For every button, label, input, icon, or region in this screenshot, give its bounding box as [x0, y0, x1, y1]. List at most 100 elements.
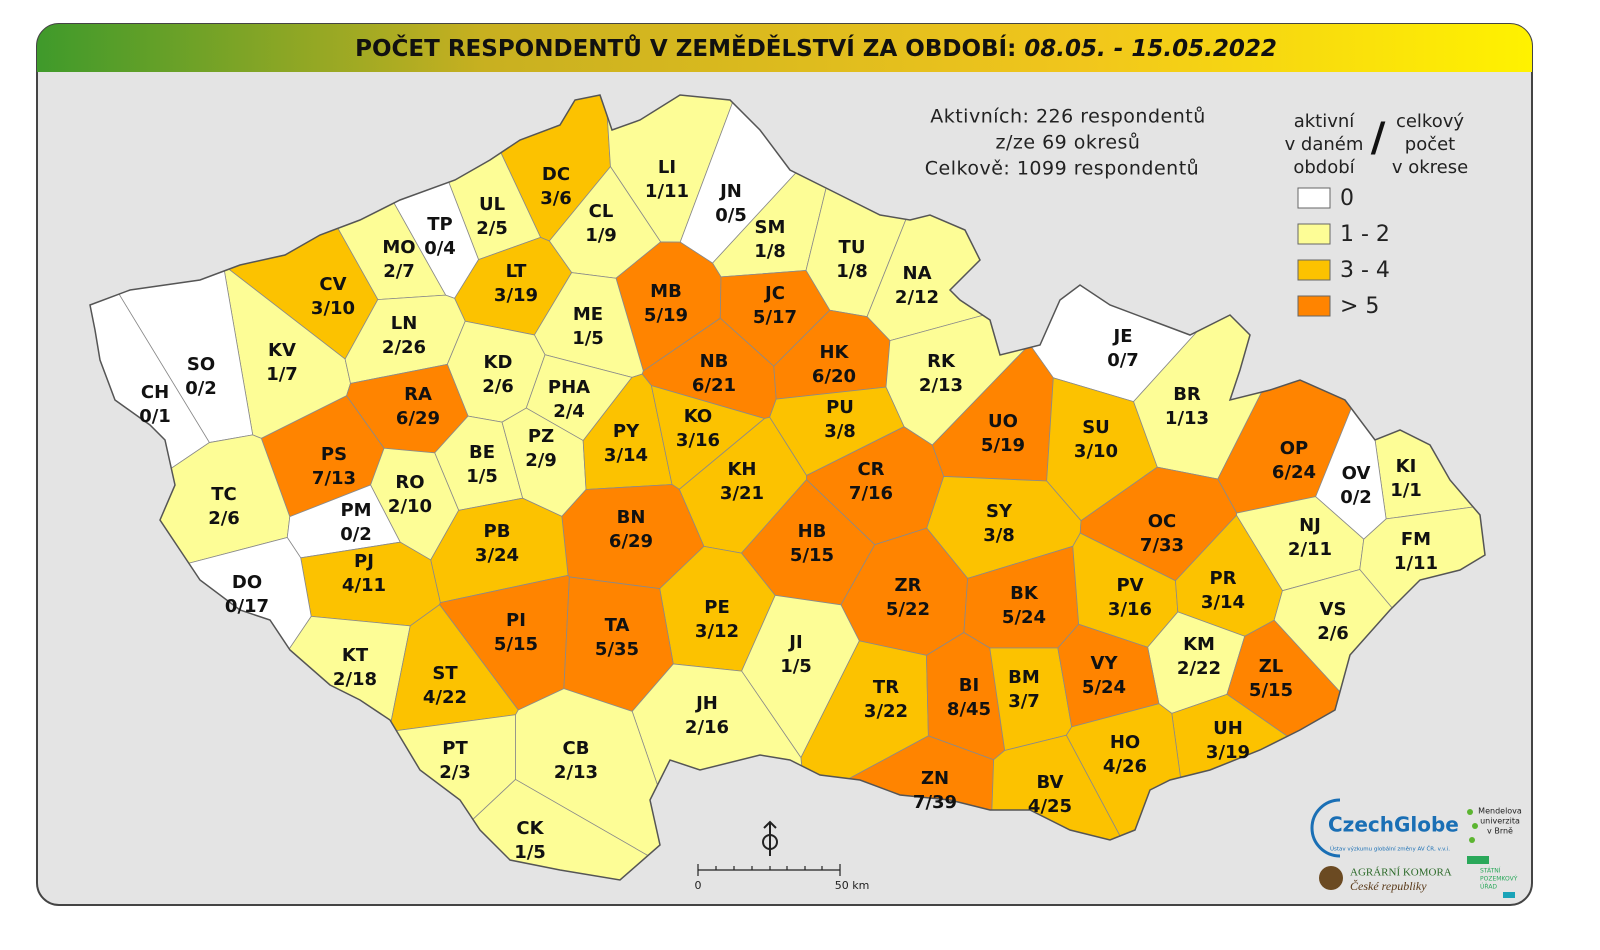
district-count: 0/17	[225, 596, 269, 617]
district-code: LT	[506, 261, 527, 282]
district-code: KV	[268, 340, 296, 361]
district-code: HK	[819, 342, 849, 363]
district-count: 8/45	[947, 699, 991, 720]
district-count: 6/21	[692, 375, 736, 396]
logo-text: v Brně	[1487, 827, 1513, 836]
district-count: 1/11	[1394, 553, 1438, 574]
district-count: 5/15	[790, 545, 834, 566]
district-code: PM	[340, 500, 371, 521]
district-code: JE	[1112, 326, 1133, 347]
district-code: NJ	[1299, 515, 1321, 536]
district-count: 2/16	[685, 717, 729, 738]
district-code: KM	[1183, 634, 1215, 655]
district-count: 0/2	[340, 524, 372, 545]
logo-text: Mendelova	[1478, 807, 1522, 816]
district-count: 0/4	[424, 238, 456, 259]
district-count: 3/14	[604, 445, 648, 466]
district-count: 4/11	[342, 575, 386, 596]
district-code: JN	[718, 181, 742, 202]
district-count: 3/16	[676, 430, 720, 451]
district-code: DO	[232, 572, 262, 593]
district-count: 2/12	[895, 287, 939, 308]
logo-text: Ústav výzkumu globální změny AV ČR, v.v.…	[1330, 846, 1450, 853]
district-code: JI	[787, 632, 802, 653]
district-code: TU	[839, 237, 866, 258]
legend-separator: /	[1371, 115, 1386, 161]
district-code: ZN	[921, 768, 949, 789]
district-count: 1/1	[1390, 480, 1422, 501]
district-code: KO	[684, 406, 712, 427]
district-code: BM	[1008, 667, 1040, 688]
district-count: 0/1	[139, 406, 171, 427]
district-count: 5/17	[753, 307, 797, 328]
logo-text: AGRÁRNÍ KOMORA	[1350, 867, 1452, 879]
district-count: 2/13	[554, 762, 598, 783]
district-count: 5/35	[595, 639, 639, 660]
district-code: PJ	[354, 551, 374, 572]
district-count: 1/13	[1165, 408, 1209, 429]
district-count: 2/4	[553, 401, 585, 422]
district-count: 3/12	[695, 621, 739, 642]
district-code: BN	[617, 507, 646, 528]
district-count: 2/18	[333, 669, 377, 690]
district-code: PB	[484, 521, 511, 542]
district-code: TC	[211, 484, 237, 505]
legend: 0 1 - 2 3 - 4 > 5	[1297, 186, 1390, 319]
district-code: RA	[404, 384, 432, 405]
district-count: 4/22	[423, 687, 467, 708]
district-count: 5/24	[1082, 677, 1126, 698]
district-count: 3/7	[1008, 691, 1040, 712]
district-code: SM	[755, 217, 786, 238]
district-code: KH	[727, 459, 756, 480]
district-count: 0/2	[185, 378, 217, 399]
district-code: PS	[321, 444, 347, 465]
district-code: ST	[432, 663, 458, 684]
district-count: 2/6	[208, 508, 240, 529]
district-count: 6/29	[396, 408, 440, 429]
logo-text: ÚŘAD	[1480, 883, 1497, 891]
district-code: LI	[658, 157, 676, 178]
district-code: HB	[798, 521, 827, 542]
logo-text: STÁTNÍ	[1480, 868, 1501, 875]
district-code: SO	[187, 354, 215, 375]
district-code: CK	[516, 818, 544, 839]
district-code: TR	[873, 677, 899, 698]
district-code: BV	[1037, 772, 1064, 793]
district-code: CR	[857, 459, 884, 480]
district-count: 1/11	[645, 181, 689, 202]
district-count: 5/24	[1002, 607, 1046, 628]
legend-header: v okrese	[1392, 157, 1468, 178]
district-code: OC	[1148, 511, 1177, 532]
district-code: TA	[605, 615, 630, 636]
district-count: 1/8	[754, 241, 786, 262]
district-count: 3/8	[824, 421, 856, 442]
district-code: HO	[1110, 732, 1140, 753]
district-count: 2/6	[482, 376, 514, 397]
district-count: 3/19	[494, 285, 538, 306]
district-code: UH	[1213, 718, 1243, 739]
district-code: PU	[826, 397, 854, 418]
district-count: 4/26	[1103, 756, 1147, 777]
district-code: PE	[704, 597, 730, 618]
legend-swatch	[1297, 259, 1331, 281]
district-count: 1/5	[572, 328, 604, 349]
legend-swatch	[1297, 295, 1331, 317]
logo-text: CzechGlobe	[1328, 813, 1459, 837]
district-count: 3/14	[1201, 592, 1245, 613]
district-count: 6/20	[812, 366, 856, 387]
district-count: 1/5	[466, 466, 498, 487]
district-count: 0/7	[1107, 350, 1139, 371]
summary-line: Aktivních: 226 respondentů	[930, 106, 1206, 128]
district-count: 2/26	[382, 337, 426, 358]
legend-header: v daném	[1285, 134, 1364, 155]
district-code: JC	[763, 283, 785, 304]
district-code: VS	[1320, 599, 1347, 620]
summary-line: Celkově: 1099 respondentů	[925, 158, 1199, 180]
district-count: 5/15	[1249, 680, 1293, 701]
district-count: 1/9	[585, 225, 617, 246]
title: POČET RESPONDENTŮ V ZEMĚDĚLSTVÍ ZA OBDOB…	[355, 34, 1277, 62]
district-count: 5/22	[886, 599, 930, 620]
district-count: 7/39	[913, 792, 957, 813]
district-code: PV	[1116, 575, 1143, 596]
